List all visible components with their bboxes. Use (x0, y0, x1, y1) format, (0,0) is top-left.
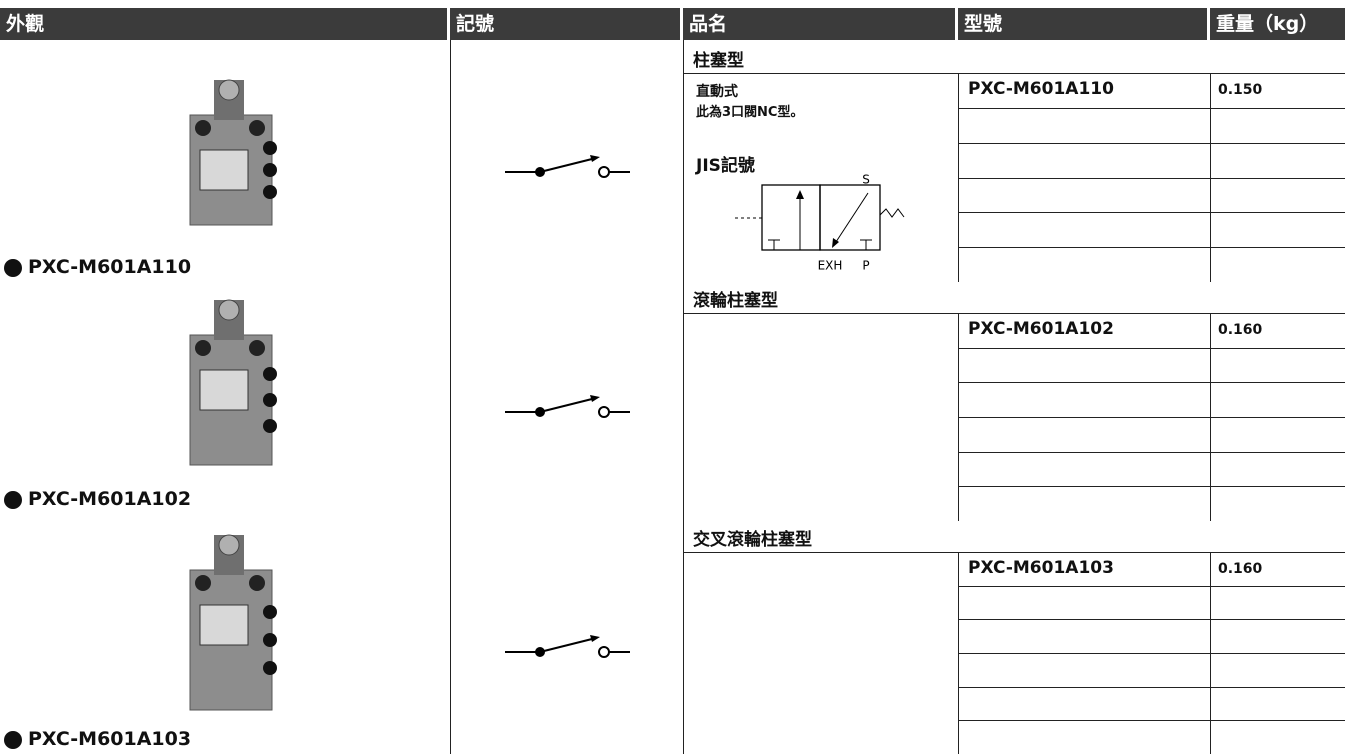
weight: 0.160 (1218, 322, 1263, 338)
symbol-arrow (590, 635, 600, 642)
weight: 0.150 (1218, 82, 1263, 98)
product-head (218, 299, 240, 321)
symbol-lever (539, 637, 597, 653)
divider (958, 552, 959, 754)
divider (1210, 313, 1211, 521)
flow-head (796, 190, 804, 199)
header-cell: 重量（kg） (1210, 8, 1345, 40)
row-rule (958, 382, 1345, 383)
divider (1210, 73, 1211, 282)
weight: 0.160 (1218, 561, 1263, 577)
symbol-contact (598, 646, 610, 658)
product-head (218, 79, 240, 101)
port-label: P (862, 259, 869, 273)
spring (879, 208, 905, 218)
port (263, 163, 277, 177)
label-plate (199, 604, 249, 646)
symbol-contact (598, 406, 610, 418)
port-label: EXH (818, 259, 843, 273)
row-rule (958, 178, 1345, 179)
header-cell: 記號 (450, 8, 680, 40)
row-rule (958, 720, 1345, 721)
symbol-contact (598, 166, 610, 178)
port (263, 633, 277, 647)
row-rule (958, 619, 1345, 620)
row-rule (958, 687, 1345, 688)
model: PXC-M601A110 (968, 79, 1114, 99)
block (768, 239, 872, 250)
row-rule (958, 73, 1345, 74)
row-rule (958, 143, 1345, 144)
divider (450, 40, 451, 754)
label-plate (199, 149, 249, 191)
divider (1210, 552, 1211, 754)
row-rule (958, 212, 1345, 213)
port (195, 120, 211, 136)
appearance-label: PXC-M601A103 (28, 728, 192, 750)
port (263, 393, 277, 407)
row-rule (958, 247, 1345, 248)
row-rule (958, 486, 1345, 487)
flow-head (832, 238, 839, 248)
port (195, 340, 211, 356)
symbol-lever (539, 397, 597, 413)
port (263, 661, 277, 675)
port (249, 340, 265, 356)
appearance-label: PXC-M601A110 (28, 256, 192, 278)
port (263, 185, 277, 199)
model: PXC-M601A103 (968, 558, 1114, 578)
jis-title: JIS記號 (696, 156, 755, 176)
row-rule (958, 552, 1345, 553)
port (195, 575, 211, 591)
header-cell: 外觀 (0, 8, 447, 40)
port (263, 605, 277, 619)
section-name: 交叉滾輪柱塞型 (693, 530, 812, 550)
header-cell: 品名 (683, 8, 955, 40)
row-rule (958, 653, 1345, 654)
bullet (4, 259, 22, 277)
port (263, 419, 277, 433)
row-rule (958, 313, 1345, 314)
row-rule (958, 586, 1345, 587)
model: PXC-M601A102 (968, 319, 1114, 339)
divider (683, 40, 684, 754)
port (249, 575, 265, 591)
section-name: 滾輪柱塞型 (693, 291, 778, 311)
divider (958, 313, 959, 521)
port (263, 141, 277, 155)
flow (833, 192, 869, 246)
bullet (4, 491, 22, 509)
port-label: S (862, 173, 870, 187)
symbol-lever (539, 157, 597, 173)
bullet (4, 731, 22, 749)
row-rule (958, 108, 1345, 109)
symbol-arrow (590, 395, 600, 402)
port (249, 120, 265, 136)
divider (958, 73, 959, 282)
port (263, 367, 277, 381)
valve-box (819, 184, 881, 251)
row-rule (958, 348, 1345, 349)
product-head (218, 534, 240, 556)
appearance-label: PXC-M601A102 (28, 488, 192, 510)
valve-description: 此為3口閥NC型。 (696, 105, 804, 120)
row-rule (958, 417, 1345, 418)
header-cell: 型號 (958, 8, 1207, 40)
label-plate (199, 369, 249, 411)
symbol-arrow (590, 155, 600, 162)
row-rule (958, 452, 1345, 453)
valve-type: 直動式 (696, 84, 738, 100)
section-name: 柱塞型 (693, 51, 744, 71)
